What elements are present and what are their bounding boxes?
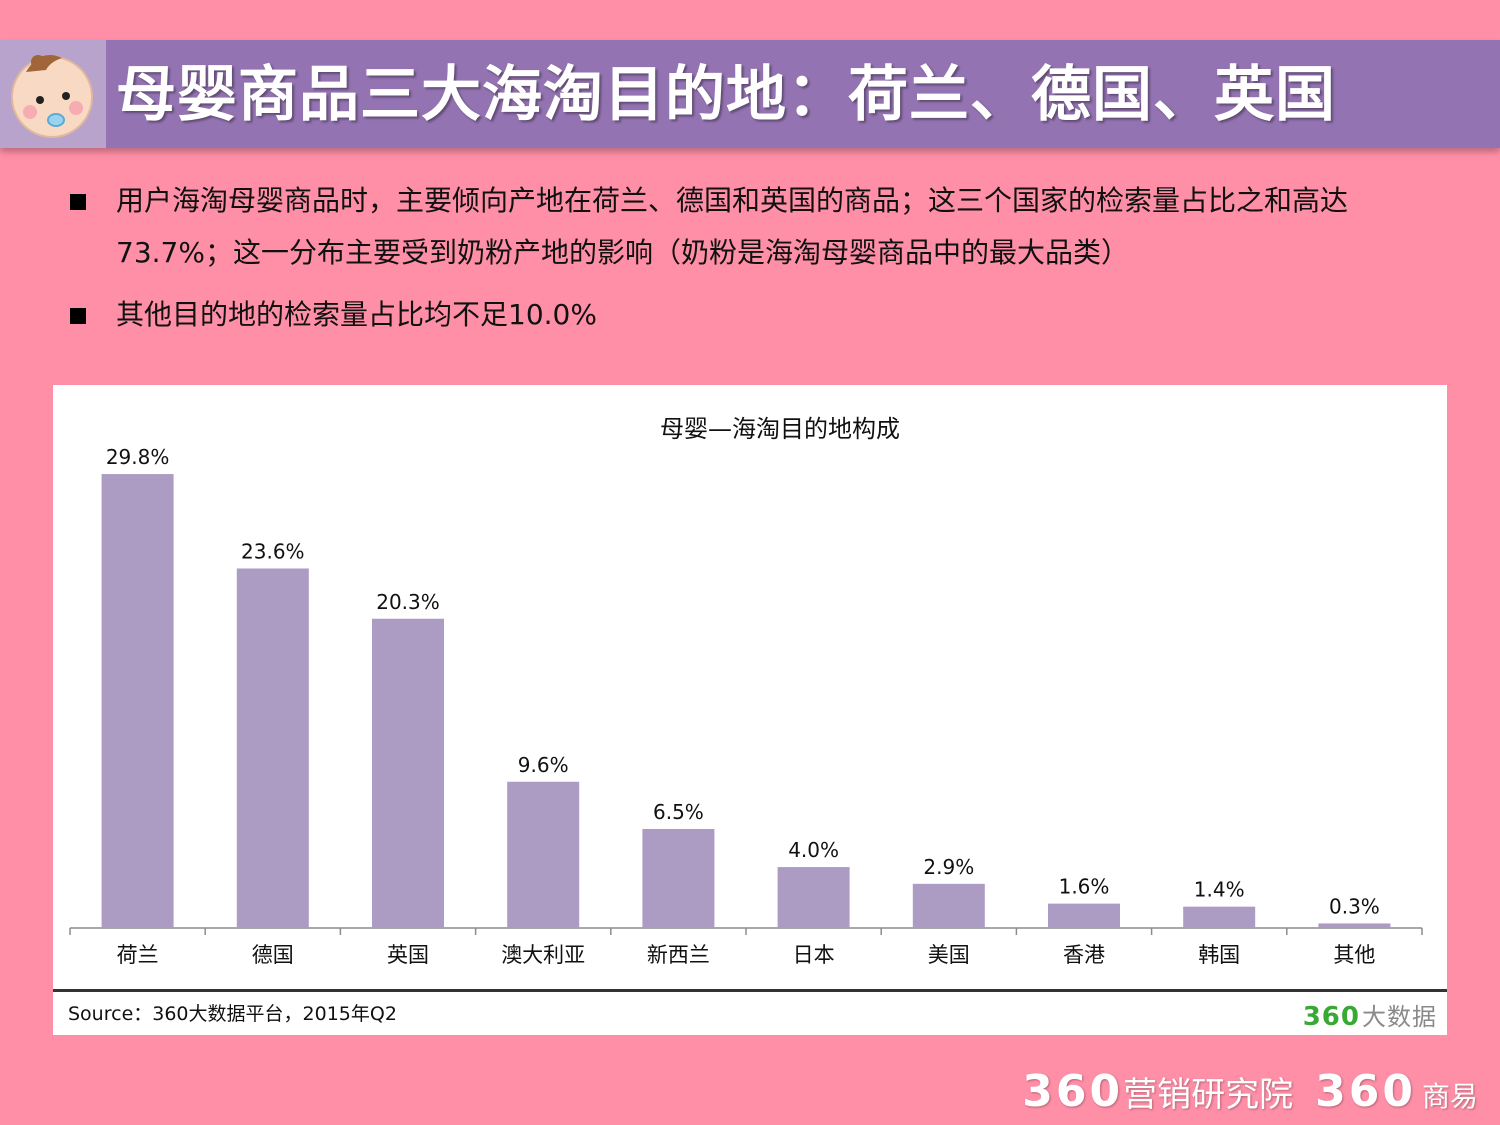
x-tick-label: 英国	[387, 943, 429, 967]
bar-chart: 29.8% 荷兰 23.6% 德国 20.3% 英国 9.6% 澳大利亚 6.5% 新西兰 4.0%…	[69, 445, 1423, 967]
chart-title: 母婴—海淘目的地构成	[660, 415, 900, 443]
brand-360-logo: 360大数据	[1303, 997, 1437, 1032]
data-label: 29.8%	[106, 445, 170, 469]
footer-brand2-text: 商易	[1421, 1080, 1478, 1113]
brand-360-number: 360	[1302, 1002, 1360, 1032]
brand-360-text: 大数据	[1362, 1003, 1437, 1031]
data-label: 23.6%	[241, 539, 305, 563]
x-tick-label: 澳大利亚	[501, 943, 585, 967]
x-tick-label: 韩国	[1198, 943, 1240, 967]
footer-brand2-number: 360	[1315, 1066, 1416, 1117]
data-label: 4.0%	[788, 838, 839, 862]
bar	[777, 867, 850, 928]
bar	[1048, 903, 1120, 928]
x-tick-label: 日本	[793, 943, 835, 967]
x-tick-label: 新西兰	[647, 943, 710, 967]
bullet-list: 用户海淘母婴商品时，主要倾向产地在荷兰、德国和英国的商品；这三个国家的检索量占比…	[68, 175, 1428, 351]
bar	[912, 883, 985, 928]
data-label: 1.4%	[1194, 878, 1245, 902]
bullet-text: 其他目的地的检索量占比均不足10.0%	[116, 298, 597, 331]
source-note: Source：360大数据平台，2015年Q2	[68, 1003, 397, 1025]
data-label: 1.6%	[1059, 875, 1110, 899]
bar	[642, 828, 715, 928]
bar	[236, 568, 309, 928]
footer-brand1-number: 360	[1022, 1066, 1124, 1117]
footer-brands: 360营销研究院 360 商易	[1022, 1066, 1478, 1122]
bar	[101, 474, 174, 928]
x-tick-label: 美国	[928, 943, 970, 967]
x-tick-label: 德国	[252, 943, 294, 967]
bar	[1183, 906, 1256, 928]
data-label: 20.3%	[376, 590, 440, 614]
footer-brand1-text: 营销研究院	[1123, 1075, 1294, 1115]
bullet-item: 用户海淘母婴商品时，主要倾向产地在荷兰、德国和英国的商品；这三个国家的检索量占比…	[68, 175, 1428, 279]
bullet-square-icon	[70, 308, 86, 324]
data-label: 6.5%	[653, 800, 704, 824]
bullet-square-icon	[70, 194, 86, 210]
source-divider	[53, 989, 1447, 992]
logo-box	[0, 40, 106, 148]
bar	[507, 781, 580, 928]
baby-face-icon	[11, 55, 93, 138]
bullet-text: 用户海淘母婴商品时，主要倾向产地在荷兰、德国和英国的商品；这三个国家的检索量占比…	[116, 184, 1349, 269]
bar	[1318, 923, 1391, 928]
x-tick-label: 其他	[1333, 943, 1375, 967]
data-label: 2.9%	[923, 855, 974, 879]
data-label: 0.3%	[1329, 894, 1380, 918]
header-band	[0, 40, 1500, 148]
data-label: 9.6%	[518, 753, 569, 777]
bar	[372, 618, 444, 928]
page-title: 母婴商品三大海淘目的地：荷兰、德国、英国	[116, 60, 1336, 130]
chart-panel: 母婴—海淘目的地构成 29.8% 荷兰 23.6% 德国 20.3% 英国 9.6% 澳大利亚…	[53, 385, 1447, 1035]
x-tick-label: 荷兰	[117, 943, 159, 967]
bullet-item: 其他目的地的检索量占比均不足10.0%	[68, 289, 1428, 341]
x-tick-label: 香港	[1063, 943, 1105, 967]
